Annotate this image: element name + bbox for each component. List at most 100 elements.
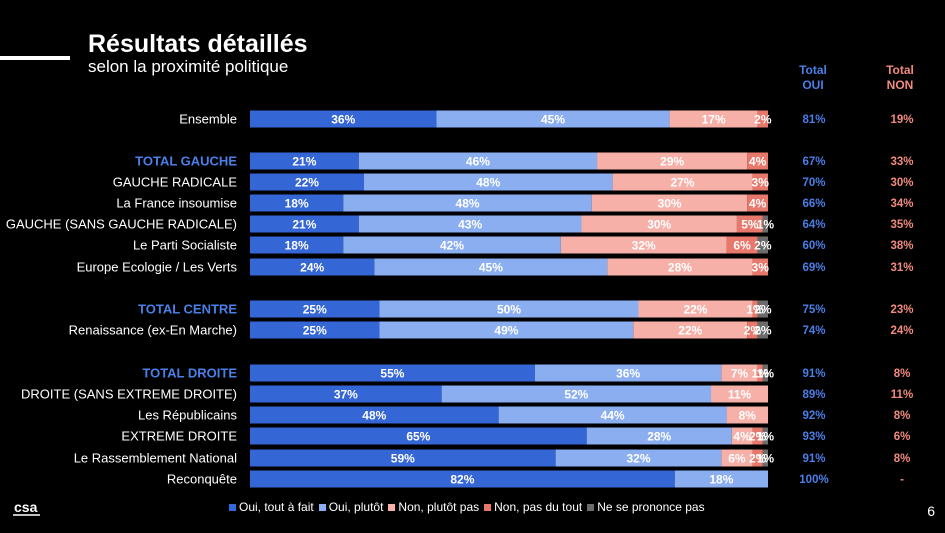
data-label: 48% bbox=[476, 176, 500, 190]
row-label: Les Républicains bbox=[138, 408, 238, 423]
data-label: 59% bbox=[391, 452, 415, 466]
total-oui-header: Total OUI bbox=[799, 63, 827, 92]
legend: Oui, tout à fait Oui, plutôt Non, plutôt… bbox=[229, 500, 705, 514]
bar-segment bbox=[757, 236, 768, 254]
total-oui-value: 69% bbox=[802, 262, 825, 274]
data-label: 22% bbox=[295, 176, 319, 190]
data-label: 4% bbox=[749, 197, 767, 211]
row-label: Europe Ecologie / Les Verts bbox=[77, 260, 238, 275]
bar-segment bbox=[250, 215, 359, 233]
data-label: 18% bbox=[285, 239, 309, 253]
bar-segment bbox=[607, 258, 753, 276]
bar-segment bbox=[250, 236, 344, 254]
bar-segment bbox=[379, 300, 639, 318]
decorative-line bbox=[0, 56, 70, 60]
row-label: DROITE (SANS EXTREME DROITE) bbox=[21, 387, 237, 402]
total-oui-value: 75% bbox=[802, 304, 825, 316]
data-label: 4% bbox=[733, 430, 751, 444]
total-non-value: 31% bbox=[890, 262, 913, 274]
data-label: 17% bbox=[702, 113, 726, 127]
legend-swatch bbox=[318, 503, 326, 511]
legend-label: Oui, plutôt bbox=[328, 500, 384, 514]
total-oui-value: 100% bbox=[799, 474, 828, 486]
data-label: 52% bbox=[564, 388, 588, 402]
legend-swatch bbox=[388, 503, 396, 511]
bar-segment bbox=[757, 110, 768, 128]
data-label: 45% bbox=[479, 261, 503, 275]
data-label: 82% bbox=[450, 473, 474, 487]
total-oui-value: 66% bbox=[802, 198, 825, 210]
legend-label: Oui, tout à fait bbox=[239, 500, 314, 514]
data-label: 2% bbox=[749, 452, 767, 466]
row-label: TOTAL GAUCHE bbox=[135, 154, 237, 169]
bar-segment bbox=[752, 173, 768, 191]
data-label: 65% bbox=[406, 430, 430, 444]
data-label: 27% bbox=[671, 176, 695, 190]
total-oui-value: 74% bbox=[802, 325, 825, 337]
data-label: 7% bbox=[731, 367, 749, 381]
page-number: 6 bbox=[927, 503, 935, 519]
total-non-header: Total NON bbox=[886, 63, 914, 92]
data-label: 46% bbox=[466, 155, 490, 169]
data-label: 21% bbox=[292, 218, 316, 232]
svg-text:csa: csa bbox=[14, 499, 38, 515]
total-non-value: - bbox=[900, 474, 904, 486]
data-label: 6% bbox=[728, 452, 746, 466]
row-label: La France insoumise bbox=[116, 196, 237, 211]
page-subtitle: selon la proximité politique bbox=[88, 57, 289, 76]
total-non-value: 35% bbox=[890, 219, 913, 231]
bar-segment bbox=[721, 364, 758, 382]
total-non-value: 24% bbox=[890, 325, 913, 337]
data-label: 48% bbox=[362, 409, 386, 423]
total-oui-value: 92% bbox=[802, 410, 825, 422]
bar-segment bbox=[747, 194, 768, 212]
data-label: 1% bbox=[746, 303, 764, 317]
row-label: TOTAL DROITE bbox=[142, 366, 237, 381]
data-label: 42% bbox=[440, 239, 464, 253]
legend-label: Non, pas du tout bbox=[494, 500, 583, 514]
page-title: Résultats détaillés bbox=[88, 30, 308, 58]
bar-segment bbox=[534, 364, 722, 382]
bar-segment bbox=[441, 385, 712, 403]
row-label: Le Parti Socialiste bbox=[133, 238, 237, 253]
data-label: 3% bbox=[752, 176, 770, 190]
bar-segment bbox=[752, 300, 758, 318]
data-label: 11% bbox=[728, 388, 752, 402]
data-label: 18% bbox=[285, 197, 309, 211]
bar-segment bbox=[250, 470, 675, 488]
data-label: 2% bbox=[754, 324, 772, 338]
bar-segment bbox=[250, 300, 380, 318]
total-oui-value: 91% bbox=[802, 368, 825, 380]
bar-segment bbox=[250, 258, 375, 276]
data-label: 3% bbox=[752, 261, 770, 275]
bar-segment bbox=[731, 427, 753, 445]
legend-swatch bbox=[229, 503, 236, 511]
row-label: Ensemble bbox=[179, 112, 237, 127]
data-label: 2% bbox=[754, 239, 772, 253]
bar-segment bbox=[757, 300, 768, 318]
bar-segment bbox=[721, 449, 753, 467]
data-label: 43% bbox=[458, 218, 482, 232]
bar-segment bbox=[363, 173, 613, 191]
bar-segment bbox=[752, 449, 763, 467]
data-label: 29% bbox=[660, 155, 684, 169]
bar-segment bbox=[757, 321, 768, 339]
bar-segment bbox=[250, 194, 344, 212]
data-label: 1% bbox=[752, 367, 770, 381]
total-non-value: 6% bbox=[894, 431, 911, 443]
data-label: 30% bbox=[658, 197, 682, 211]
total-oui-value: 81% bbox=[802, 114, 825, 126]
data-label: 1% bbox=[757, 452, 775, 466]
total-oui-value: 67% bbox=[802, 156, 825, 168]
data-label: 36% bbox=[331, 113, 355, 127]
total-non-value: 30% bbox=[890, 177, 913, 189]
bar-segment bbox=[250, 449, 556, 467]
bar-segment bbox=[343, 194, 592, 212]
data-label: 48% bbox=[456, 197, 480, 211]
bar-segment bbox=[638, 300, 753, 318]
bar-segment bbox=[358, 215, 582, 233]
bar-segment bbox=[374, 258, 608, 276]
data-label: 37% bbox=[334, 388, 358, 402]
total-oui-value: 89% bbox=[802, 389, 825, 401]
legend-item-oui-plutot: Oui, plutôt bbox=[318, 500, 384, 514]
